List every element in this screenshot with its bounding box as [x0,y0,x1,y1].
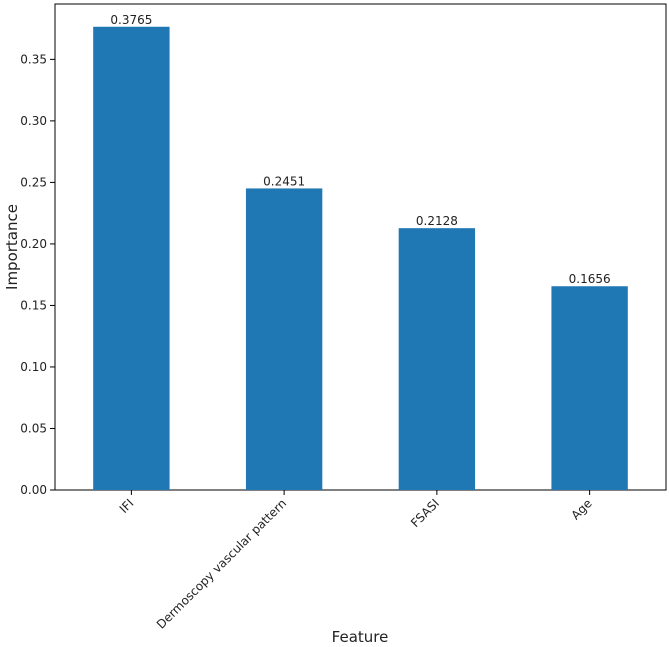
y-tick-label-3: 0.15 [20,298,47,312]
x-axis-title: Feature [332,628,389,646]
x-tick-label-2: FSASI [408,496,442,530]
y-tick-label-6: 0.30 [20,114,47,128]
bar-3 [551,286,628,490]
x-tick-label-0: IFI [117,496,137,516]
x-tick-label-1: Dermoscopy vascular pattern [154,496,289,631]
y-tick-label-0: 0.00 [20,483,47,497]
data-label-3: 0.1656 [569,272,611,286]
y-tick-label-7: 0.35 [20,52,47,66]
data-label-0: 0.3765 [110,13,152,27]
y-tick-label-2: 0.10 [20,360,47,374]
x-axis: IFI Dermoscopy vascular pattern FSASI Age [117,490,595,632]
y-axis-title: Importance [3,204,21,290]
bar-2 [398,228,476,491]
data-label-1: 0.2451 [263,174,305,188]
data-labels-group: 0.3765 0.2451 0.2128 0.1656 [110,13,610,286]
bars-group [93,26,628,491]
y-tick-label-5: 0.25 [20,175,47,189]
y-axis: 0.00 0.05 0.10 0.15 0.20 0.25 0.30 0.35 [20,52,55,497]
bar-0 [93,26,170,491]
data-label-2: 0.2128 [416,214,458,228]
y-tick-label-1: 0.05 [20,421,47,435]
x-tick-label-3: Age [568,496,594,522]
plot-area [54,3,667,491]
y-tick-label-4: 0.20 [20,237,47,251]
bar-1 [245,188,323,490]
